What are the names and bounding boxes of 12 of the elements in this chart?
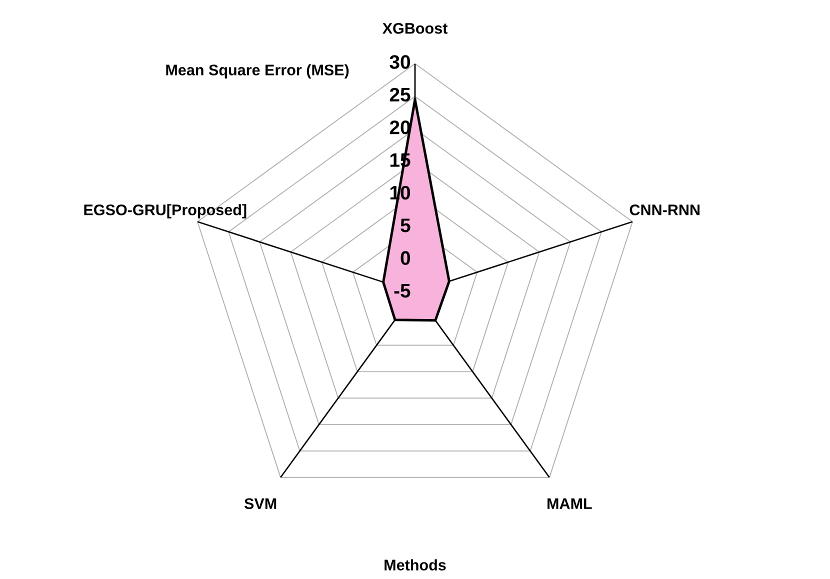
- y-tick-label: -5: [394, 284, 410, 298]
- y-tick-label: 25: [390, 88, 410, 102]
- spoke-label: CNN-RNN: [630, 204, 700, 216]
- y-tick-label: 5: [400, 218, 410, 232]
- y-tick-label: 0: [400, 251, 410, 265]
- spoke-label: SVM: [244, 498, 276, 510]
- spoke-label: MAML: [548, 498, 592, 509]
- y-tick-label: 30: [390, 55, 410, 69]
- text: Methods: [384, 559, 446, 570]
- spoke-label: EGSO-GRU[Proposed]: [84, 204, 246, 218]
- text: Mean Square Error (MSE): [166, 64, 349, 78]
- spoke-label: XGBoost: [382, 22, 448, 34]
